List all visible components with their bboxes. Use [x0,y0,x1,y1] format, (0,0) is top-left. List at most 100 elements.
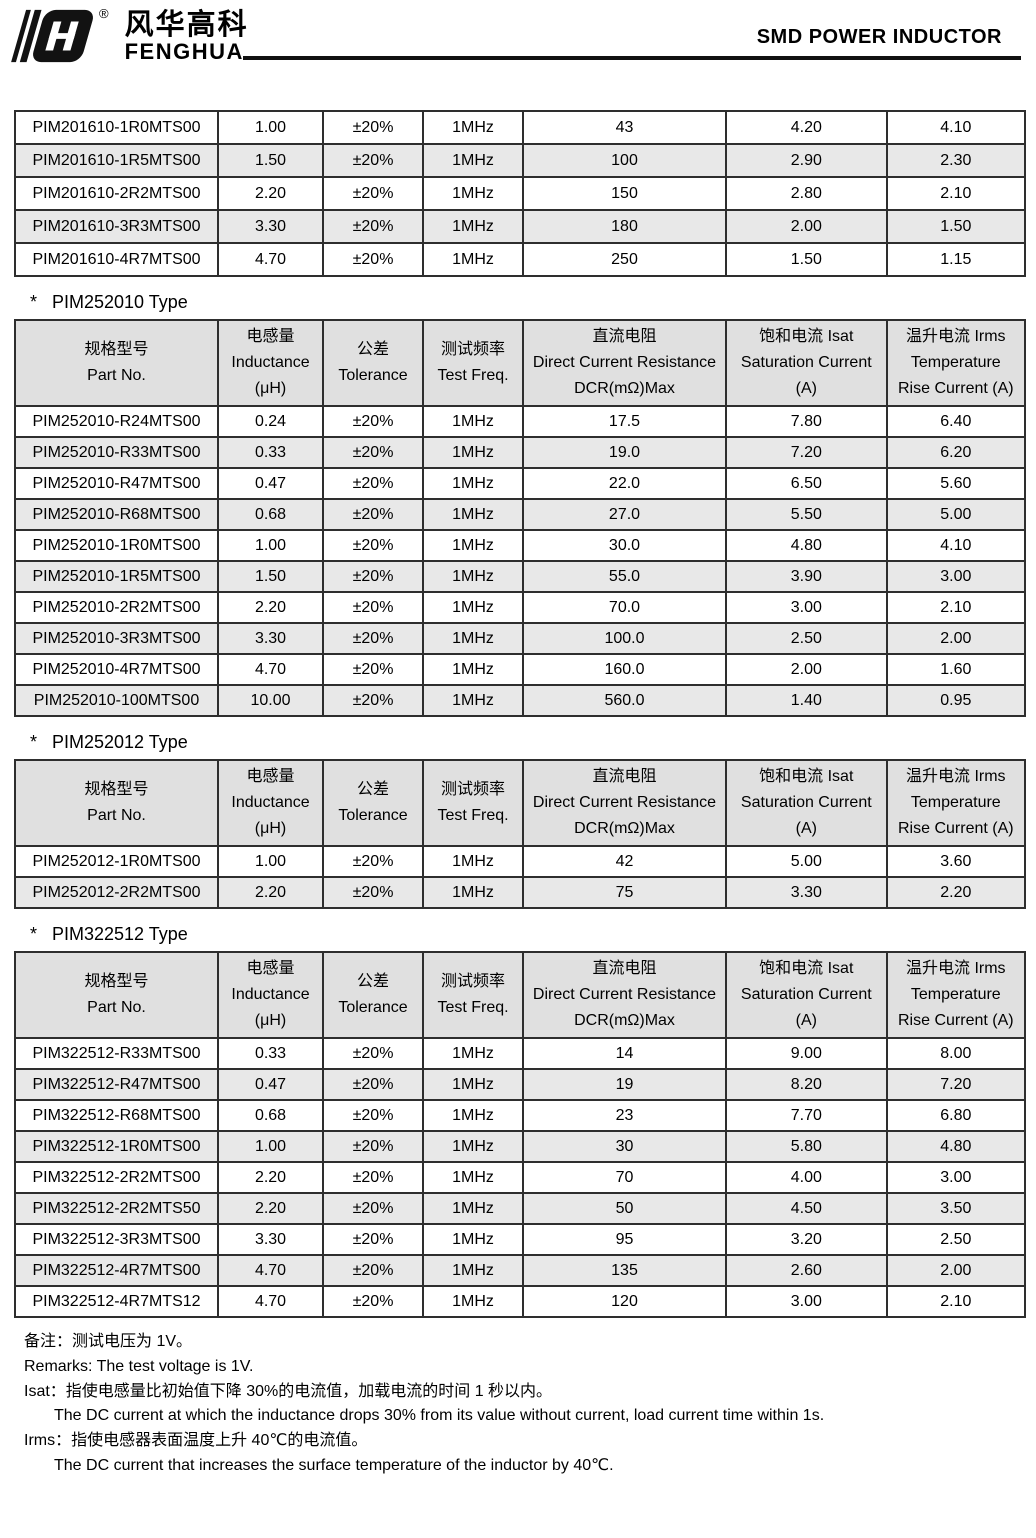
col-header-part-no-en: Part No. [87,807,146,824]
value-cell: 0.68 [216,498,325,531]
section-heading-label: PIM322512 Type [52,924,188,944]
col-header-dcr-cn: 直流电阻 [592,768,657,785]
col-header-tolerance-cn: 公差 [357,781,390,798]
value-cell: 3.00 [885,560,1027,593]
value-cell: 1MHz [422,876,524,909]
logo-chinese-name: 风华高科 [124,9,249,41]
value-cell: 42 [522,845,727,878]
value-cell: 7.80 [725,405,888,438]
col-header-inductance-en: Inductance [231,354,310,371]
pim322512-table-head: 规格型号 Part No. 电感量 Inductance (μH) 公差 Tol… [14,951,1027,1039]
value-cell: 2.20 [216,1161,325,1194]
value-cell: 7.20 [725,436,888,469]
table-row: PIM322512-R33MTS00 0.33 ±20% 1MHz 14 9.00 8.00 [14,1037,1027,1070]
part-number-cell: PIM252010-100MTS00 [14,684,219,717]
value-cell: 5.00 [885,498,1027,531]
part-number-cell: PIM252012-2R2MTS00 [14,876,219,909]
value-cell: ±20% [322,622,425,655]
value-cell: 3.30 [216,209,325,244]
table-row: PIM252010-R68MTS00 0.68 ±20% 1MHz 27.0 5.50 5.… [14,498,1027,531]
value-cell: ±20% [322,684,425,717]
col-header-tolerance: 公差 Tolerance [322,319,425,407]
section-heading-pim322512: * PIM322512 Type [30,923,1026,945]
value-cell: 3.30 [725,876,888,909]
col-header-test-freq-en: Test Freq. [437,807,509,824]
part-number-cell: PIM201610-1R5MTS00 [14,143,219,178]
value-cell: 50 [522,1192,727,1225]
part-number-cell: PIM252010-1R5MTS00 [14,560,219,593]
value-cell: ±20% [322,529,425,562]
value-cell: 5.60 [885,467,1027,500]
value-cell: 1MHz [422,1223,524,1256]
col-header-irms: 温升电流 Irms Temperature Rise Current (A) [885,319,1027,407]
value-cell: ±20% [322,1037,425,1070]
value-cell: 19.0 [522,436,727,469]
value-cell: 0.24 [216,405,325,438]
value-cell: 1.40 [725,684,888,717]
header-rule [243,56,1021,60]
col-header-irms-en: Temperature [910,794,1001,811]
value-cell: 4.10 [885,529,1027,562]
section-heading-pim252012: * PIM252012 Type [30,731,1026,753]
col-header-irms-en: Temperature [910,354,1001,371]
value-cell: 5.00 [725,845,888,878]
value-cell: 7.20 [885,1068,1027,1101]
value-cell: 2.10 [885,591,1027,624]
value-cell: 4.70 [216,1254,325,1287]
value-cell: 250 [522,242,727,277]
pim252012-table-head: 规格型号 Part No. 电感量 Inductance (μH) 公差 Tol… [14,759,1027,847]
col-header-inductance-unit: (μH) [254,820,287,837]
col-header-inductance: 电感量 Inductance (μH) [216,319,325,407]
value-cell: ±20% [322,176,425,211]
col-header-part-no: 规格型号 Part No. [14,319,219,407]
value-cell: ±20% [322,653,425,686]
col-header-isat-en: Saturation Current [740,986,872,1003]
part-number-cell: PIM252010-R47MTS00 [14,467,219,500]
note-irms-en: The DC current that increases the surfac… [54,1456,614,1474]
part-number-cell: PIM252012-1R0MTS00 [14,845,219,878]
col-header-irms-unit: Rise Current (A) [898,380,1014,397]
col-header-dcr-en: Direct Current Resistance [532,354,717,371]
col-header-isat-unit: (A) [795,820,817,837]
table-row: PIM252010-R24MTS00 0.24 ±20% 1MHz 17.5 7.80 6.… [14,405,1027,438]
value-cell: 560.0 [522,684,727,717]
fenghua-logo-icon [11,9,93,63]
value-cell: 1MHz [422,209,524,244]
value-cell: 4.00 [725,1161,888,1194]
col-header-dcr: 直流电阻 Direct Current Resistance DCR(mΩ)Ma… [522,319,727,407]
value-cell: 1MHz [422,436,524,469]
table-row: PIM252010-4R7MTS00 4.70 ±20% 1MHz 160.0 2.00 1… [14,653,1027,686]
value-cell: ±20% [322,560,425,593]
part-number-cell: PIM322512-4R7MTS12 [14,1285,219,1318]
value-cell: 1MHz [422,560,524,593]
page-header: ® 风华高科 FENGHUA SMD POWER INDUCTOR [0,0,1036,110]
table-row: PIM322512-2R2MTS50 2.20 ±20% 1MHz 50 4.50 3.50 [14,1192,1027,1225]
asterisk-bullet: * [30,732,38,752]
col-header-irms-en: Temperature [910,986,1001,1003]
table-row: PIM252012-2R2MTS00 2.20 ±20% 1MHz 75 3.30 2.20 [14,876,1027,909]
section-heading-label: PIM252012 Type [52,732,188,752]
value-cell: 8.20 [725,1068,888,1101]
value-cell: 7.70 [725,1099,888,1132]
col-header-isat: 饱和电流 Isat Saturation Current (A) [725,951,888,1039]
col-header-irms: 温升电流 Irms Temperature Rise Current (A) [885,759,1027,847]
table-row: PIM322512-4R7MTS00 4.70 ±20% 1MHz 135 2.60 2.0… [14,1254,1027,1287]
value-cell: 4.70 [216,242,325,277]
value-cell: 1MHz [422,529,524,562]
value-cell: 1.50 [725,242,888,277]
value-cell: 1MHz [422,591,524,624]
part-number-cell: PIM322512-1R0MTS00 [14,1130,219,1163]
value-cell: 1.50 [216,143,325,178]
table-row: PIM322512-1R0MTS00 1.00 ±20% 1MHz 30 5.80 4.80 [14,1130,1027,1163]
col-header-isat: 饱和电流 Isat Saturation Current (A) [725,319,888,407]
value-cell: 100 [522,143,727,178]
value-cell: 1.15 [885,242,1027,277]
value-cell: 2.20 [216,1192,325,1225]
value-cell: 6.20 [885,436,1027,469]
col-header-isat: 饱和电流 Isat Saturation Current (A) [725,759,888,847]
value-cell: 5.50 [725,498,888,531]
col-header-tolerance-en: Tolerance [338,999,408,1016]
table-section-pim322512: * PIM322512 Type 规格型号 Part No. 电感量 Induct… [14,923,1027,1318]
value-cell: ±20% [322,143,425,178]
